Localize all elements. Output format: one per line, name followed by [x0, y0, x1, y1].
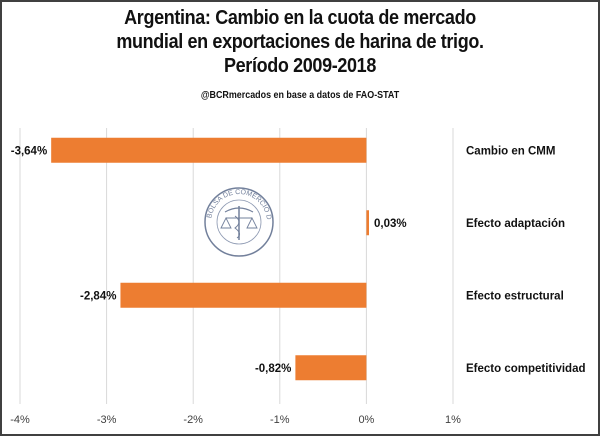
bar — [120, 282, 367, 308]
data-label: -2,84% — [80, 290, 116, 302]
data-labels: -3,64% 0,03% -2,84% -0,82% — [11, 145, 407, 375]
bar — [366, 210, 369, 236]
data-label: 0,03% — [374, 218, 407, 230]
x-axis-tick-labels: -4% -3% -2% -1% 0% 1% — [10, 414, 461, 426]
data-label: -3,64% — [11, 145, 47, 157]
x-tick-label: 1% — [445, 414, 461, 426]
x-tick-label: -3% — [97, 414, 117, 426]
x-tick-label: -1% — [270, 414, 290, 426]
chart-title: Argentina: Cambio en la cuota de mercado… — [30, 6, 570, 78]
title-line-2: mundial en exportaciones de harina de tr… — [116, 31, 484, 53]
category-label: Efecto adaptación — [466, 218, 565, 230]
category-label: Efecto competitividad — [466, 363, 586, 375]
title-line-3: Período 2009-2018 — [224, 55, 376, 77]
bar — [295, 355, 367, 381]
title-line-1: Argentina: Cambio en la cuota de mercado — [124, 7, 476, 29]
bar — [51, 137, 367, 163]
category-label: Cambio en CMM — [466, 145, 555, 157]
x-tick-label: -4% — [10, 414, 30, 426]
gridlines — [19, 128, 454, 404]
bars — [51, 137, 369, 381]
data-label: -0,82% — [255, 363, 291, 375]
category-labels: Cambio en CMM Efecto adaptación Efecto est… — [466, 145, 586, 375]
chart-subtitle: @BCRmercados en base a datos de FAO-STAT — [200, 89, 400, 101]
bcr-seal-logo: BOLSA DE COMERCIO DE ROSARIO — [204, 187, 274, 257]
category-label: Efecto estructural — [466, 290, 564, 302]
x-tick-label: -2% — [183, 414, 203, 426]
x-tick-label: 0% — [358, 414, 374, 426]
